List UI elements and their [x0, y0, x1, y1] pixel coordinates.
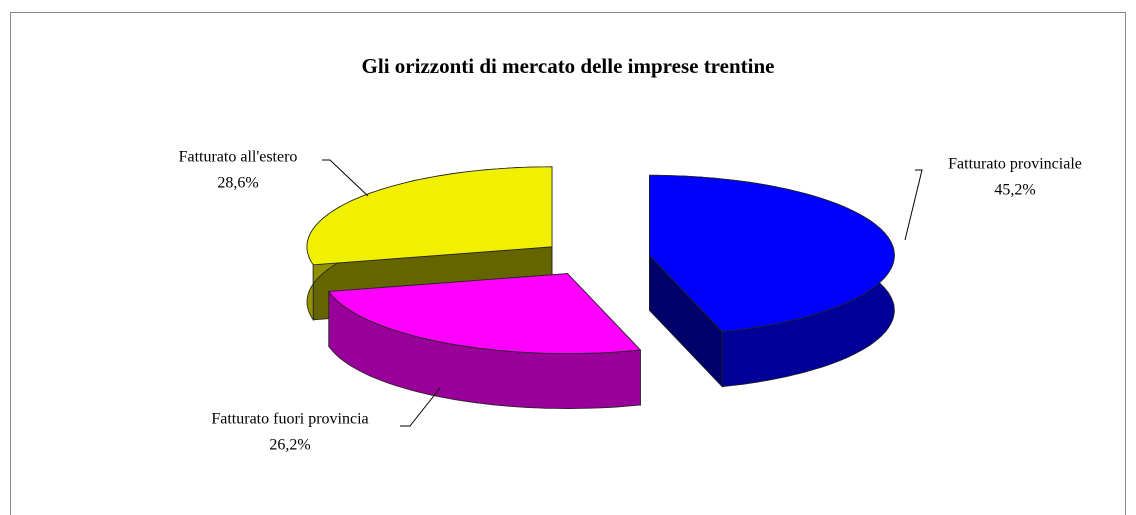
data-label-name: Fatturato all'estero — [179, 149, 298, 166]
slice — [649, 174, 895, 388]
data-label-value: 28,6% — [217, 175, 258, 192]
chart-title: Gli orizzonti di mercato delle imprese t… — [362, 54, 775, 78]
slice-top — [328, 273, 642, 355]
slice — [328, 272, 642, 410]
leader-line — [322, 159, 369, 197]
data-label-value: 26,2% — [269, 437, 310, 454]
data-label-name: Fatturato fuori provincia — [211, 411, 368, 428]
chart-frame — [10, 12, 1126, 515]
data-label-value: 45,2% — [994, 182, 1035, 199]
leader-line — [400, 387, 441, 427]
leader-line — [904, 169, 923, 241]
slice-top — [649, 174, 895, 333]
data-label-name: Fatturato provinciale — [948, 156, 1082, 173]
slice-top — [306, 166, 553, 266]
